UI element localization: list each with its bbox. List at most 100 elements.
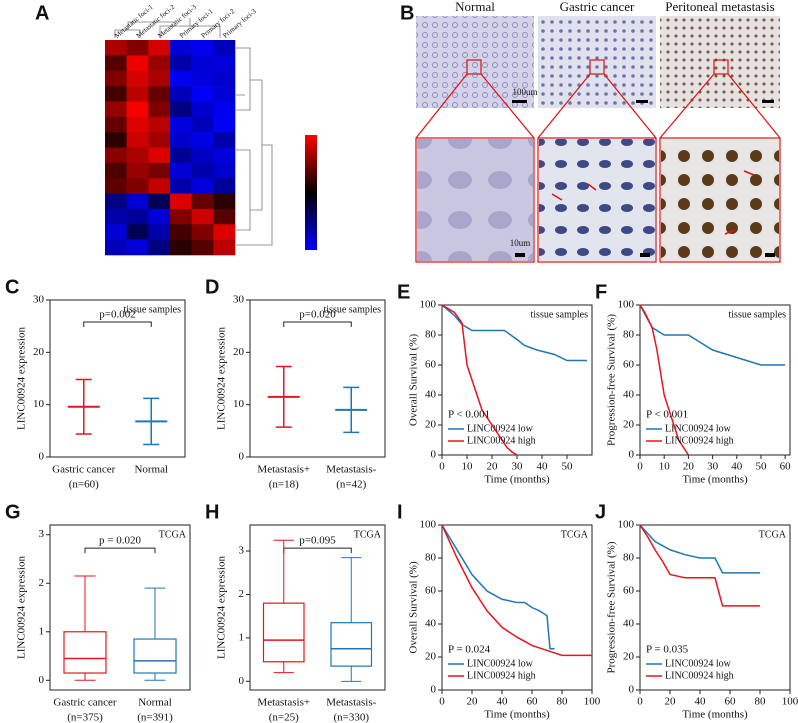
heatmap-cell xyxy=(126,193,149,210)
y-tick-label: 60 xyxy=(623,585,635,597)
heatmap-cell xyxy=(213,178,236,194)
y-tick-label: 100 xyxy=(420,519,437,531)
panel-label: B xyxy=(400,2,414,24)
y-tick-label: 20 xyxy=(425,651,437,663)
x-tick-label: 0 xyxy=(439,461,445,473)
survival-curve xyxy=(639,524,760,607)
x-tick-label: 0 xyxy=(637,461,643,473)
panel-label: A xyxy=(35,2,49,24)
survival-curve xyxy=(639,304,690,456)
heatmap-cell xyxy=(213,162,236,179)
x-tick-label: 20 xyxy=(665,696,677,708)
heatmap-cell xyxy=(126,239,149,256)
heatmap-cell xyxy=(126,40,149,56)
x-count-label: (n=391) xyxy=(137,712,173,723)
scale-label: 10um xyxy=(510,238,531,248)
x-count-label: (n=330) xyxy=(333,712,369,723)
colorbar xyxy=(305,135,317,250)
box xyxy=(262,602,305,663)
heatmap-cell xyxy=(126,101,149,118)
y-tick-label: 10 xyxy=(33,398,45,410)
heatmap-cell xyxy=(170,193,192,210)
x-tick-label: 80 xyxy=(557,696,569,708)
heatmap-cell xyxy=(191,86,214,102)
heatmap-cell xyxy=(126,86,149,102)
heatmap-cell xyxy=(170,86,192,102)
p-value: p=0.020 xyxy=(299,309,336,321)
x-count-label: (n=375) xyxy=(67,712,103,723)
corner-note: tissue samples xyxy=(729,309,787,320)
heatmap-cell xyxy=(191,55,214,72)
x-tick-label: 100 xyxy=(584,696,601,708)
heatmap-cell xyxy=(213,239,236,256)
heatmap-cell xyxy=(105,86,127,102)
heatmap-cell xyxy=(191,193,214,210)
x-tick-label: 10 xyxy=(462,461,474,473)
heatmap-cell xyxy=(191,239,214,256)
y-tick-label: 3 xyxy=(39,528,45,540)
y-tick-label: 0 xyxy=(431,684,437,696)
heatmap-cell xyxy=(126,132,149,148)
survival-curve xyxy=(441,524,592,657)
x-tick-label: 50 xyxy=(562,461,574,473)
plot-frame xyxy=(639,304,791,456)
plot-frame xyxy=(441,524,593,691)
heatmap-cell xyxy=(105,239,127,256)
x-tick-label: 0 xyxy=(637,696,643,708)
y-tick-label: 0 xyxy=(431,449,437,461)
legend-label: LINC00924 low xyxy=(467,658,534,669)
p-value: P = 0.024 xyxy=(448,644,491,656)
y-tick-label: 20 xyxy=(623,419,635,431)
heatmap-cell xyxy=(213,86,236,102)
plot-frame xyxy=(249,524,386,691)
x-tick-label: 40 xyxy=(537,461,549,473)
p-value: P < 0.001 xyxy=(448,409,490,421)
heatmap-cell xyxy=(126,70,149,87)
heatmap-cell xyxy=(105,70,127,87)
p-value: p = 0.020 xyxy=(99,535,141,547)
heatmap-cell xyxy=(148,55,171,72)
heatmap-cell xyxy=(213,70,236,87)
survival-curve xyxy=(441,524,555,650)
y-axis-label: Progression-free Survival (%) xyxy=(606,314,618,446)
box xyxy=(133,638,177,674)
image-title: Gastric cancer xyxy=(560,0,635,14)
scale-label: 100um xyxy=(512,87,537,97)
x-tick-label: 80 xyxy=(755,696,767,708)
legend-label: LINC00924 high xyxy=(467,670,536,681)
corner-note: tissue samples xyxy=(124,304,182,315)
x-tick-label: Metastasis+ xyxy=(257,464,310,476)
heatmap-cell xyxy=(148,224,171,240)
plot-frame xyxy=(639,524,791,691)
y-tick-label: 1 xyxy=(39,625,45,637)
y-tick-label: 0 xyxy=(629,684,635,696)
x-count-label: (n=25) xyxy=(269,712,299,723)
heatmap-cell xyxy=(170,178,192,194)
heatmap-cell xyxy=(148,239,171,256)
y-tick-label: 40 xyxy=(425,389,437,401)
y-tick-label: 2 xyxy=(239,588,245,600)
p-value: p=0.002 xyxy=(99,309,135,321)
micrograph xyxy=(539,139,655,261)
y-tick-label: 20 xyxy=(33,346,45,358)
heatmap-cell xyxy=(105,132,127,148)
heatmap-cell xyxy=(105,178,127,194)
y-tick-label: 40 xyxy=(623,389,635,401)
heatmap-cell xyxy=(213,55,236,72)
panel-label: I xyxy=(397,501,403,523)
heatmap-cell xyxy=(191,178,214,194)
y-tick-label: 30 xyxy=(233,294,245,306)
heatmap-cell xyxy=(126,208,149,225)
legend-label: LINC00924 low xyxy=(467,423,534,434)
corner-note: TCGA xyxy=(759,529,787,540)
y-tick-label: 20 xyxy=(425,419,437,431)
image-title: Normal xyxy=(455,0,495,14)
heatmap-cell xyxy=(170,70,192,87)
y-tick-label: 0 xyxy=(239,675,245,687)
heatmap-cell xyxy=(126,224,149,240)
y-tick-label: 40 xyxy=(425,618,437,630)
heatmap-cell xyxy=(148,132,171,148)
heatmap-cell xyxy=(213,101,236,118)
